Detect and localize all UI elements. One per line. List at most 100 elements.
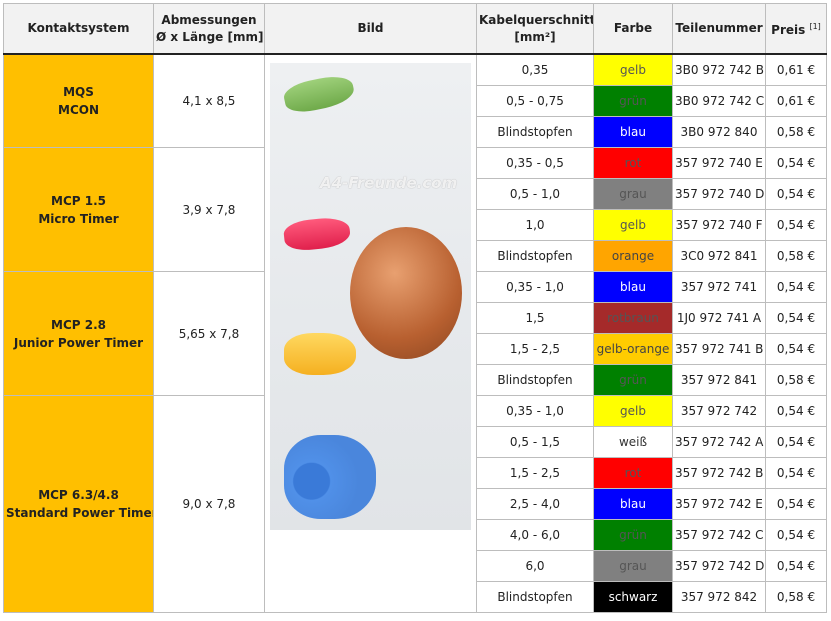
system-subname: Micro Timer (38, 211, 119, 226)
cable-cell: 0,35 (476, 53, 594, 86)
header-dimensions: Abmessungen Ø x Länge [mm] (153, 3, 265, 55)
cable-cell: Blindstopfen (476, 240, 594, 272)
cable-cell: 1,5 - 2,5 (476, 333, 594, 365)
color-swatch: weiß (593, 426, 673, 458)
part-number-cell: 357 972 742 E (672, 488, 766, 520)
price-cell: 0,54 € (765, 333, 827, 365)
system-subname: Junior Power Timer (13, 335, 144, 350)
color-swatch: blau (593, 116, 673, 148)
color-swatch: gelb (593, 395, 673, 427)
table-row: MCP 2.8 Junior Power Timer 5,65 x 7,8 0,35 … (3, 271, 827, 396)
system-name: MCP 1.5 (51, 193, 106, 208)
color-swatch: gelb (593, 209, 673, 241)
red-seal-image (282, 215, 352, 253)
cable-cell: Blindstopfen (476, 116, 594, 148)
system-name: MCP 6.3/4.8 (38, 488, 119, 502)
part-number-cell: 3B0 972 840 (672, 116, 766, 148)
price-cell: 0,58 € (765, 240, 827, 272)
table-row: 0,5 - 1,5 weiß 357 972 742 A 0,54 € (4, 426, 827, 458)
color-swatch: grün (593, 85, 673, 117)
part-number-cell: 357 972 842 (672, 581, 766, 613)
contact-system-cell: MQS MCON (3, 53, 154, 148)
price-cell: 0,58 € (765, 364, 827, 396)
price-cell: 0,54 € (765, 550, 827, 582)
part-number-cell: 1J0 972 741 A (672, 302, 766, 334)
dimensions-cell: 9,0 x 7,8 (153, 395, 265, 613)
header-row: Kontaktsystem Abmessungen Ø x Länge [mm] … (3, 3, 827, 55)
table-row: MQS MCON 4,1 x 8,5 A4-Freunde.com 0,35 gelb 3B… (3, 53, 827, 613)
part-number-cell: 357 972 742 (672, 395, 766, 427)
table-row: 1,5 - 2,5 rot 357 972 742 B 0,54 € (4, 457, 827, 489)
part-number-cell: 357 972 742 A (672, 426, 766, 458)
price-cell: 0,54 € (765, 178, 827, 210)
part-number-cell: 3B0 972 742 B (672, 53, 766, 86)
cable-cell: 1,5 (476, 302, 594, 334)
price-cell: 0,54 € (765, 147, 827, 179)
table-row: 4,0 - 6,0 grün 357 972 742 C 0,54 € (4, 519, 827, 551)
cable-cell: 0,5 - 0,75 (476, 85, 594, 117)
table-row: MCP 6.3/4.8 Standard Power Timer 9,0 x 7,8… (3, 395, 827, 613)
table-row: Blindstopfen schwarz 357 972 842 0,58 € (4, 581, 827, 613)
cable-cell: 2,5 - 4,0 (476, 488, 594, 520)
table-row: 0,5 - 0,75 grün 3B0 972 742 C 0,61 € (4, 85, 827, 117)
price-cell: 0,58 € (765, 581, 827, 613)
part-number-cell: 357 972 841 (672, 364, 766, 396)
cable-cell: 1,5 - 2,5 (476, 457, 594, 489)
table-row: 0,5 - 1,0 grau 357 972 740 D 0,54 € (4, 178, 827, 210)
cable-cell: 0,5 - 1,0 (476, 178, 594, 210)
dimensions-cell: 3,9 x 7,8 (153, 147, 265, 272)
color-swatch: blau (593, 271, 673, 303)
system-subname: Standard Power Timer (6, 506, 154, 520)
price-cell: 0,54 € (765, 457, 827, 489)
system-subname: MCON (58, 103, 99, 117)
price-cell: 0,54 € (765, 395, 827, 427)
color-swatch: rot (593, 457, 673, 489)
contact-system-cell: MCP 1.5 Micro Timer (3, 147, 154, 272)
color-swatch: blau (593, 488, 673, 520)
header-cable: Kabelquerschnitt [mm²] (476, 3, 594, 55)
table-row: Blindstopfen grün 357 972 841 0,58 € (4, 364, 827, 396)
color-swatch: grün (593, 364, 673, 396)
part-number-cell: 357 972 742 D (672, 550, 766, 582)
cable-cell: Blindstopfen (476, 364, 594, 396)
seal-table: Kontaktsystem Abmessungen Ø x Länge [mm] … (3, 3, 827, 613)
contact-system-cell: MCP 6.3/4.8 Standard Power Timer (3, 395, 154, 613)
price-cell: 0,61 € (765, 53, 827, 86)
system-name: MCP 2.8 (51, 317, 106, 332)
part-number-cell: 357 972 740 F (672, 209, 766, 241)
price-cell: 0,54 € (765, 426, 827, 458)
price-cell: 0,54 € (765, 519, 827, 551)
part-number-cell: 357 972 741 B (672, 333, 766, 365)
part-number-cell: 357 972 742 C (672, 519, 766, 551)
part-number-cell: 3C0 972 841 (672, 240, 766, 272)
footnote-link[interactable]: [1] (809, 22, 821, 31)
color-swatch: rotbraun (593, 302, 673, 334)
price-cell: 0,54 € (765, 209, 827, 241)
table-row: MCP 1.5 Micro Timer 3,9 x 7,8 0,35 - 0,5 rot… (3, 147, 827, 272)
cable-cell: 0,35 - 1,0 (476, 395, 594, 427)
part-number-cell: 357 972 740 E (672, 147, 766, 179)
table-row: Blindstopfen orange 3C0 972 841 0,58 € (4, 240, 827, 272)
header-system: Kontaktsystem (3, 3, 154, 55)
color-swatch: grün (593, 519, 673, 551)
header-price: Preis [1] (765, 3, 827, 55)
part-number-cell: 357 972 742 B (672, 457, 766, 489)
price-cell: 0,61 € (765, 85, 827, 117)
cable-cell: 0,35 - 1,0 (476, 271, 594, 303)
part-number-cell: 3B0 972 742 C (672, 85, 766, 117)
price-cell: 0,54 € (765, 271, 827, 303)
color-swatch: orange (593, 240, 673, 272)
blue-seal-image (284, 435, 376, 519)
price-cell: 0,58 € (765, 116, 827, 148)
color-swatch: grau (593, 178, 673, 210)
cable-cell: 0,5 - 1,5 (476, 426, 594, 458)
cable-cell: 1,0 (476, 209, 594, 241)
contact-system-cell: MCP 2.8 Junior Power Timer (3, 271, 154, 396)
table-row: 1,0 gelb 357 972 740 F 0,54 € (4, 209, 827, 241)
photo-cell: A4-Freunde.com (264, 53, 477, 613)
part-number-cell: 357 972 741 (672, 271, 766, 303)
color-swatch: gelb (593, 53, 673, 86)
one-cent-coin-image (350, 227, 462, 359)
header-color: Farbe (593, 3, 673, 55)
green-seal-image (281, 72, 357, 116)
